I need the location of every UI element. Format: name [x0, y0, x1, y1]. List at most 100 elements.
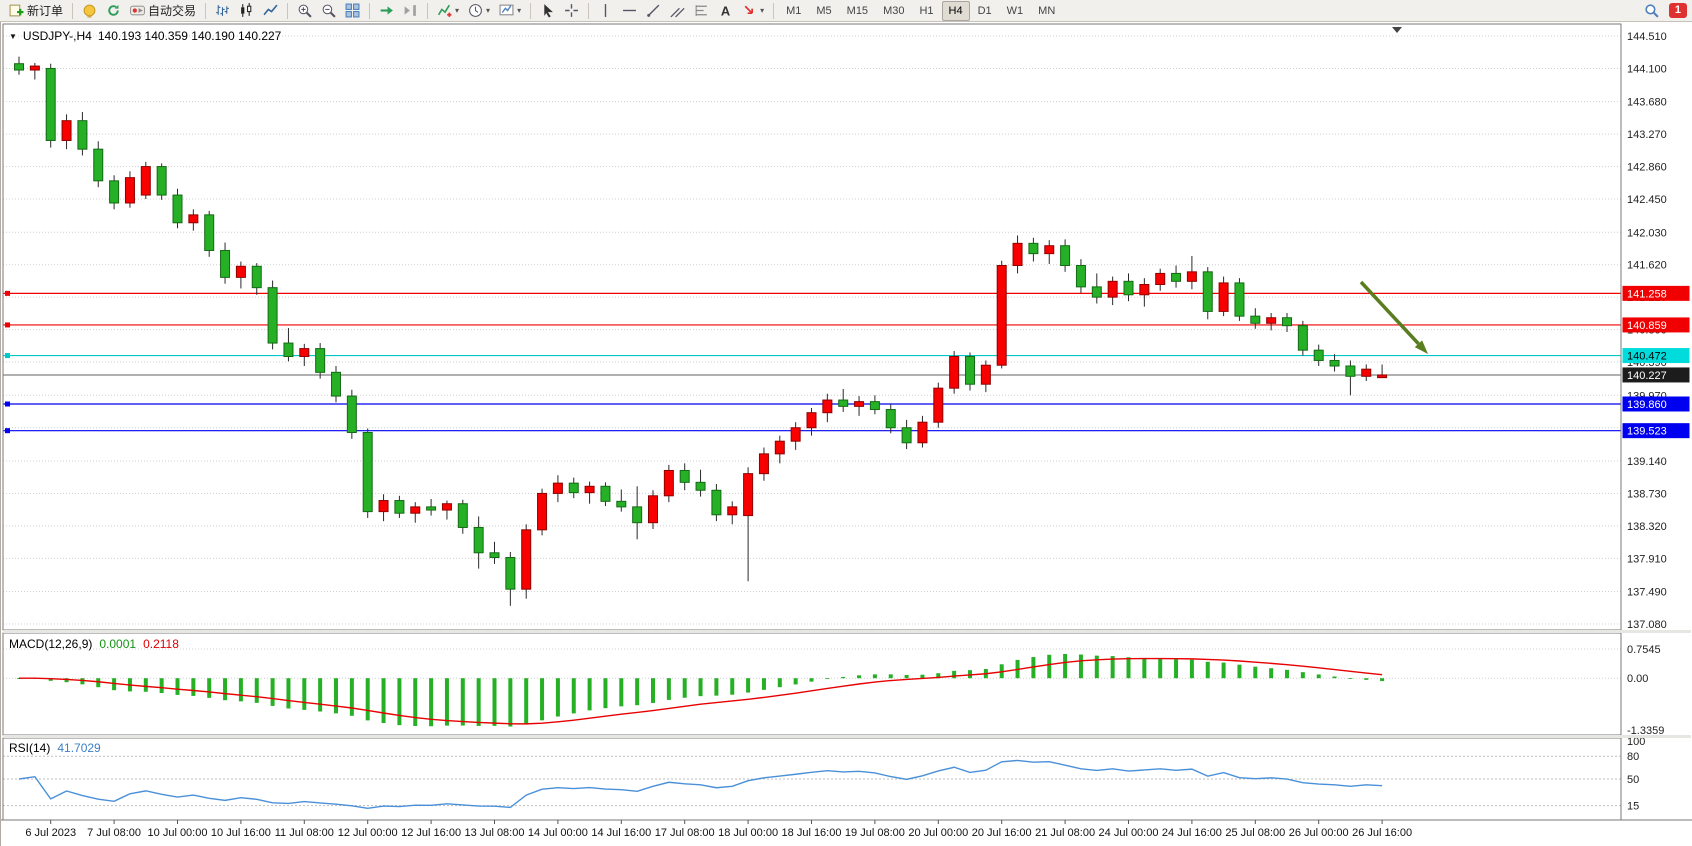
candle: [600, 485, 611, 502]
timeframe-M5[interactable]: M5: [816, 4, 832, 17]
fibonacci-button[interactable]: [690, 1, 713, 21]
macd-axis-label: -1.3359: [1627, 725, 1664, 737]
candle: [901, 427, 912, 444]
macd-histogram-bar: [302, 678, 307, 710]
horizontal-line-button[interactable]: [618, 1, 641, 21]
macd-histogram-bar: [1285, 669, 1289, 679]
candle: [806, 412, 817, 429]
candle: [1139, 283, 1150, 296]
chart-shift-marker[interactable]: [1392, 27, 1402, 33]
new-order-button[interactable]: 新订单: [5, 1, 67, 21]
resistance-line-1-handle[interactable]: [5, 290, 10, 296]
text-button[interactable]: A: [714, 1, 737, 21]
macd-histogram-bar: [143, 678, 148, 692]
candle: [362, 431, 373, 513]
tile-windows-button[interactable]: [341, 1, 364, 21]
annotation-arrow-line[interactable]: [1359, 280, 1420, 345]
candle: [251, 265, 262, 289]
macd-histogram-bar: [1316, 674, 1321, 679]
timeframe-MN[interactable]: MN: [1038, 4, 1056, 17]
macd-histogram-bar: [555, 678, 560, 717]
price-axis-label: 141.620: [1627, 260, 1667, 272]
macd-histogram-bar: [413, 678, 418, 726]
timeframe-M1[interactable]: M1: [786, 4, 802, 17]
indicators-icon: [437, 3, 452, 18]
candle: [457, 503, 468, 528]
macd-axis-label: 0.7545: [1627, 644, 1661, 656]
channel-button[interactable]: [666, 1, 689, 21]
notification-badge[interactable]: 1: [1668, 3, 1687, 18]
candle: [1202, 271, 1213, 312]
support-line-cyan-handle[interactable]: [5, 353, 10, 359]
periods-button[interactable]: ▾: [464, 1, 494, 21]
clock-icon: [468, 3, 483, 18]
timeframe-H4[interactable]: H4: [941, 0, 970, 21]
candle: [1091, 286, 1102, 298]
magnifier-icon: [1644, 3, 1659, 18]
search-button[interactable]: [1640, 1, 1663, 21]
time-axis-label: 20 Jul 00:00: [908, 827, 968, 839]
time-axis-label: 12 Jul 00:00: [338, 827, 398, 839]
price-axis-label: 143.270: [1627, 129, 1667, 141]
timeframe-W1[interactable]: W1: [1006, 4, 1024, 17]
price-badge: [1622, 317, 1690, 333]
macd-histogram-bar: [64, 678, 69, 683]
cursor-button[interactable]: [536, 1, 559, 21]
templates-button[interactable]: ▾: [495, 1, 525, 21]
candle: [1297, 325, 1308, 351]
arrows-button[interactable]: ▾: [738, 1, 768, 21]
macd-histogram-bar: [80, 678, 85, 685]
support-line-blue-2-handle[interactable]: [5, 428, 10, 434]
candle: [1012, 242, 1023, 267]
timeframe-M15[interactable]: M15: [846, 4, 869, 17]
toolbar-separator: [427, 2, 429, 19]
macd-histogram-bar: [96, 678, 101, 688]
price-chart[interactable]: 144.510 144.100 143.680 143.270 142.860 142.4…: [1, 22, 1692, 846]
candle: [235, 265, 246, 278]
vertical-line-button[interactable]: [594, 1, 617, 21]
indicators-button[interactable]: ▾: [433, 1, 463, 21]
metaeditor-button[interactable]: [78, 1, 101, 21]
annotation-arrow-head[interactable]: [1414, 340, 1428, 354]
pane-splitter[interactable]: [3, 630, 1691, 633]
candle: [1107, 280, 1118, 298]
crosshair-button[interactable]: [560, 1, 583, 21]
chart-window: 144.510 144.100 143.680 143.270 142.860 142.4…: [0, 22, 1692, 846]
timeframe-M30[interactable]: M30: [883, 4, 905, 17]
price-axis[interactable]: [1621, 24, 1691, 820]
macd-histogram-bar: [476, 678, 481, 726]
text-icon: A: [718, 3, 733, 18]
line-chart-button[interactable]: [259, 1, 282, 21]
trendline-button[interactable]: [642, 1, 665, 21]
pane-splitter[interactable]: [3, 735, 1691, 738]
refresh-button[interactable]: [102, 1, 125, 21]
candle: [1171, 272, 1182, 282]
metaeditor-icon: [82, 3, 97, 18]
price-badge-label: 139.860: [1627, 399, 1667, 411]
candle-chart-button[interactable]: [235, 1, 258, 21]
zoom-out-button[interactable]: [317, 1, 340, 21]
candle: [774, 440, 785, 455]
price-badge: [1622, 367, 1690, 383]
candle: [521, 529, 532, 590]
resistance-line-2-handle[interactable]: [5, 322, 10, 328]
chart-shift-button[interactable]: [399, 1, 422, 21]
candle: [1044, 245, 1055, 255]
macd-histogram-bar: [714, 678, 719, 696]
autotrading-button[interactable]: 自动交易: [126, 1, 200, 21]
macd-histogram-bar: [1205, 661, 1210, 679]
bar-chart-button[interactable]: [211, 1, 234, 21]
candle: [616, 500, 627, 508]
macd-histogram-bar: [349, 678, 354, 716]
candle: [869, 401, 880, 411]
timeframe-D1[interactable]: D1: [977, 4, 992, 17]
template-icon: [499, 3, 514, 18]
zoom-in-button[interactable]: [293, 1, 316, 21]
support-line-blue-1-handle[interactable]: [5, 401, 10, 407]
macd-histogram-bar: [318, 678, 323, 712]
vline-icon: [598, 3, 613, 18]
time-axis[interactable]: [3, 820, 1691, 846]
timeframe-H1[interactable]: H1: [919, 4, 934, 17]
auto-scroll-button[interactable]: [375, 1, 398, 21]
candle: [965, 356, 975, 385]
